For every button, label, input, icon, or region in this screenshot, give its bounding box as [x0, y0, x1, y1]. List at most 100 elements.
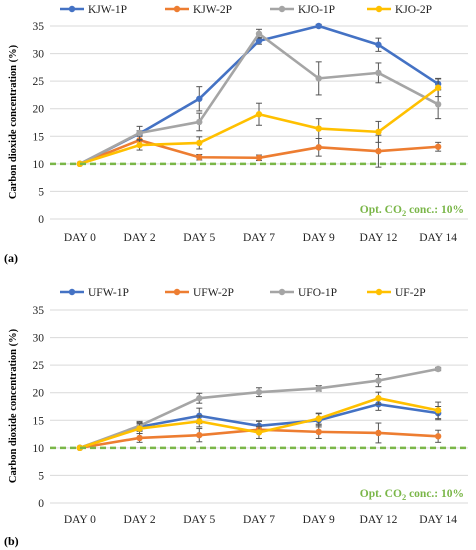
reference-label-subscript: 2 [402, 208, 406, 218]
legend-label: KJW-2P [193, 4, 232, 16]
legend-label: KJO-1P [298, 4, 335, 16]
data-point [136, 129, 143, 137]
data-point [375, 128, 382, 136]
y-tick-label: 10 [33, 159, 45, 171]
legend-swatch-marker [278, 5, 286, 13]
y-tick-label: 15 [33, 415, 45, 427]
legend-swatch-marker [173, 288, 181, 296]
legend-swatch-marker [173, 5, 181, 13]
chart-panel-1: 0 5 10 15 20 25 30 35 DAY 0 DAY 2 DAY 5 DAY 7 DAY 9 D… [4, 4, 468, 265]
legend-label: UFO-1P [298, 287, 337, 299]
series-KJO-2P [76, 78, 442, 168]
reference-label-prefix: Opt. CO [360, 488, 402, 500]
data-point [196, 154, 203, 161]
x-tick-label: DAY 14 [419, 232, 457, 244]
x-tick-label: DAY 5 [183, 232, 215, 244]
y-tick-label: 0 [38, 498, 44, 510]
series-KJW-2P [76, 134, 442, 168]
legend-label: KJO-2P [395, 4, 432, 16]
reference-label: Opt. CO2 conc.: 10% [360, 488, 464, 502]
data-point [434, 143, 442, 150]
data-point [136, 434, 143, 442]
data-point [315, 385, 322, 392]
y-axis-label: Carbon dioxide concentration (%) [8, 44, 19, 199]
y-tick-label: 25 [33, 76, 45, 88]
legend-swatch-marker [68, 5, 76, 13]
data-point [136, 425, 143, 432]
data-point [375, 41, 382, 48]
y-tick-label: 5 [38, 470, 44, 482]
data-point [255, 154, 263, 161]
data-point [76, 444, 84, 452]
y-tick-label: 20 [33, 388, 45, 400]
data-point [255, 388, 263, 396]
legend-swatch-marker [375, 288, 383, 296]
series-UF-2P [76, 391, 442, 452]
reference-label: Opt. CO2 conc.: 10% [360, 204, 464, 218]
legend-item-KJW-2P: KJW-2P [165, 4, 232, 16]
reference-label-suffix: conc.: 10% [406, 204, 464, 216]
legend-item-UFW-2P: UFW-2P [165, 287, 234, 299]
legend-swatch-marker [278, 288, 286, 296]
legend-item-KJO-1P: KJO-1P [270, 4, 335, 16]
data-point [434, 84, 442, 91]
x-tick-label: DAY 9 [303, 232, 335, 244]
legend-item-UF-2P: UF-2P [367, 287, 426, 299]
series-KJW-1P [76, 22, 442, 168]
y-tick-label: 30 [33, 333, 45, 345]
y-tick-label: 0 [38, 214, 44, 226]
x-tick-label: DAY 12 [360, 232, 398, 244]
x-tick-label: DAY 5 [183, 514, 215, 526]
data-point [255, 429, 263, 436]
series-KJO-1P [76, 28, 442, 168]
data-point [196, 118, 203, 126]
data-point [375, 377, 382, 384]
legend-label: KJW-1P [88, 4, 127, 16]
y-axis-label: Carbon dioxide concentration (%) [8, 328, 19, 483]
y-tick-label: 20 [33, 104, 45, 116]
x-tick-label: DAY 9 [303, 514, 335, 526]
y-tick-label: 25 [33, 360, 45, 372]
legend-item-UFO-1P: UFO-1P [270, 287, 337, 299]
x-tick-label: DAY 2 [124, 232, 156, 244]
data-point [255, 37, 263, 45]
panel-label: (b) [4, 534, 19, 548]
data-point [136, 141, 143, 149]
data-point [315, 428, 322, 436]
data-point [315, 75, 322, 82]
legend-item-KJO-2P: KJO-2P [367, 4, 432, 16]
x-tick-label: DAY 14 [419, 514, 457, 526]
data-point [255, 30, 263, 37]
data-point [315, 415, 322, 422]
x-tick-label: DAY 0 [64, 514, 96, 526]
x-tick-label: DAY 7 [243, 232, 275, 244]
legend-swatch-marker [68, 288, 76, 296]
reference-label-prefix: Opt. CO [360, 204, 402, 216]
legend-item-UFW-1P: UFW-1P [60, 287, 129, 299]
chart-panel-2: 0 5 10 15 20 25 30 35 DAY 0 DAY 2 DAY 5 DAY 7 DAY 9 D… [4, 287, 468, 548]
data-point [196, 139, 203, 147]
data-point [375, 395, 382, 402]
y-tick-label: 5 [38, 186, 44, 198]
y-tick-label: 35 [33, 21, 45, 33]
data-point [375, 147, 382, 155]
data-point [196, 95, 203, 102]
data-point [375, 69, 382, 77]
data-point [315, 144, 322, 151]
data-point [375, 429, 382, 437]
panel-label: (a) [4, 251, 18, 265]
reference-label-suffix: conc.: 10% [406, 488, 464, 500]
reference-label-subscript: 2 [402, 492, 406, 502]
x-tick-label: DAY 12 [360, 514, 398, 526]
y-tick-label: 15 [33, 131, 45, 143]
x-tick-label: DAY 2 [124, 514, 156, 526]
y-tick-label: 35 [33, 305, 45, 317]
legend-item-KJW-1P: KJW-1P [60, 4, 127, 16]
legend-swatch-marker [375, 5, 383, 13]
x-tick-label: DAY 0 [64, 232, 96, 244]
data-point [315, 125, 322, 132]
data-point [434, 407, 442, 414]
legend-label: UFW-1P [88, 287, 129, 299]
legend-label: UF-2P [395, 287, 426, 299]
